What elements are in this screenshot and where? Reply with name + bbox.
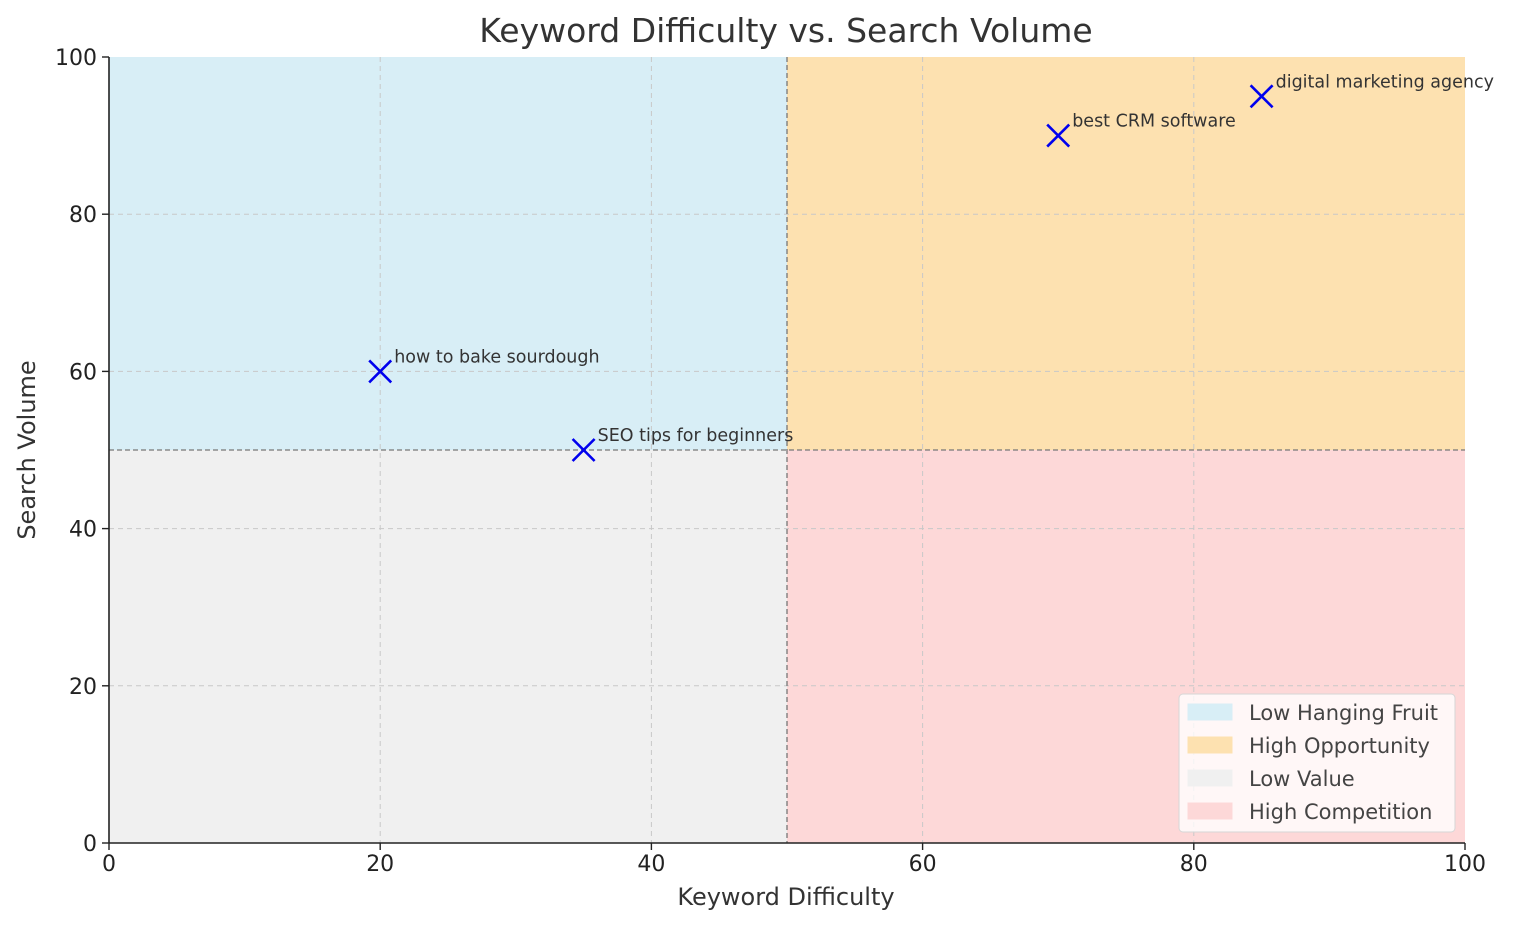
x-tick-label: 100	[1444, 852, 1486, 877]
legend-swatch	[1187, 769, 1233, 787]
legend-item-high-competition: High Competition	[1187, 800, 1432, 824]
point-label: best CRM software	[1072, 112, 1236, 132]
y-tick-label: 20	[69, 675, 97, 700]
legend-label: Low Hanging Fruit	[1249, 701, 1438, 725]
y-tick-label: 60	[69, 360, 97, 385]
point-marker	[571, 438, 596, 462]
chart-title: Keyword Difficulty vs. Search Volume	[479, 11, 1092, 50]
legend-item-high-opportunity: High Opportunity	[1187, 734, 1430, 758]
threshold-lines	[109, 57, 1465, 843]
legend-label: High Opportunity	[1249, 734, 1430, 758]
legend-item-low-value: Low Value	[1187, 767, 1355, 791]
y-axis-label: Search Volume	[13, 360, 41, 539]
legend-label: Low Value	[1249, 767, 1355, 791]
point-how-to-bake-sourdough: how to bake sourdough	[368, 347, 600, 384]
point-best-crm-software: best CRM software	[1046, 112, 1236, 148]
axes: 0 20 40 60 80 100 0 20 40 60 80 100	[55, 46, 1486, 877]
x-tick-label: 20	[366, 852, 394, 877]
point-seo-tips-for-beginners: SEO tips for beginners	[571, 426, 794, 462]
x-tick-label: 60	[909, 852, 937, 877]
quadrant-low-value	[109, 450, 787, 843]
x-axis-label: Keyword Difficulty	[677, 883, 894, 911]
quadrant-low-hanging-fruit	[109, 57, 787, 450]
legend-swatch	[1187, 703, 1233, 721]
point-label: digital marketing agency	[1276, 72, 1494, 92]
point-marker	[1046, 123, 1071, 148]
x-tick-label: 40	[637, 852, 665, 877]
legend-box	[1178, 693, 1456, 833]
quadrant-regions	[109, 57, 1465, 843]
point-marker	[1249, 84, 1274, 109]
point-marker	[368, 359, 393, 384]
legend: Low Hanging Fruit High Opportunity Low Val…	[1178, 693, 1456, 833]
x-tick-label: 80	[1180, 852, 1208, 877]
point-digital-marketing-agency: digital marketing agency	[1249, 72, 1494, 109]
y-tick-label: 80	[69, 203, 97, 228]
legend-label: High Competition	[1249, 800, 1432, 824]
data-points: how to bake sourdough SEO tips for beginn…	[368, 72, 1494, 462]
point-label: SEO tips for beginners	[598, 426, 794, 446]
x-tick-label: 0	[102, 852, 116, 877]
legend-swatch	[1187, 802, 1233, 820]
legend-item-low-hanging-fruit: Low Hanging Fruit	[1187, 701, 1438, 725]
point-label: how to bake sourdough	[394, 347, 599, 367]
y-tick-label: 0	[83, 832, 97, 857]
y-tick-label: 40	[69, 518, 97, 543]
y-tick-label: 100	[55, 46, 97, 71]
legend-swatch	[1187, 736, 1233, 754]
quadrant-high-opportunity	[787, 57, 1465, 450]
